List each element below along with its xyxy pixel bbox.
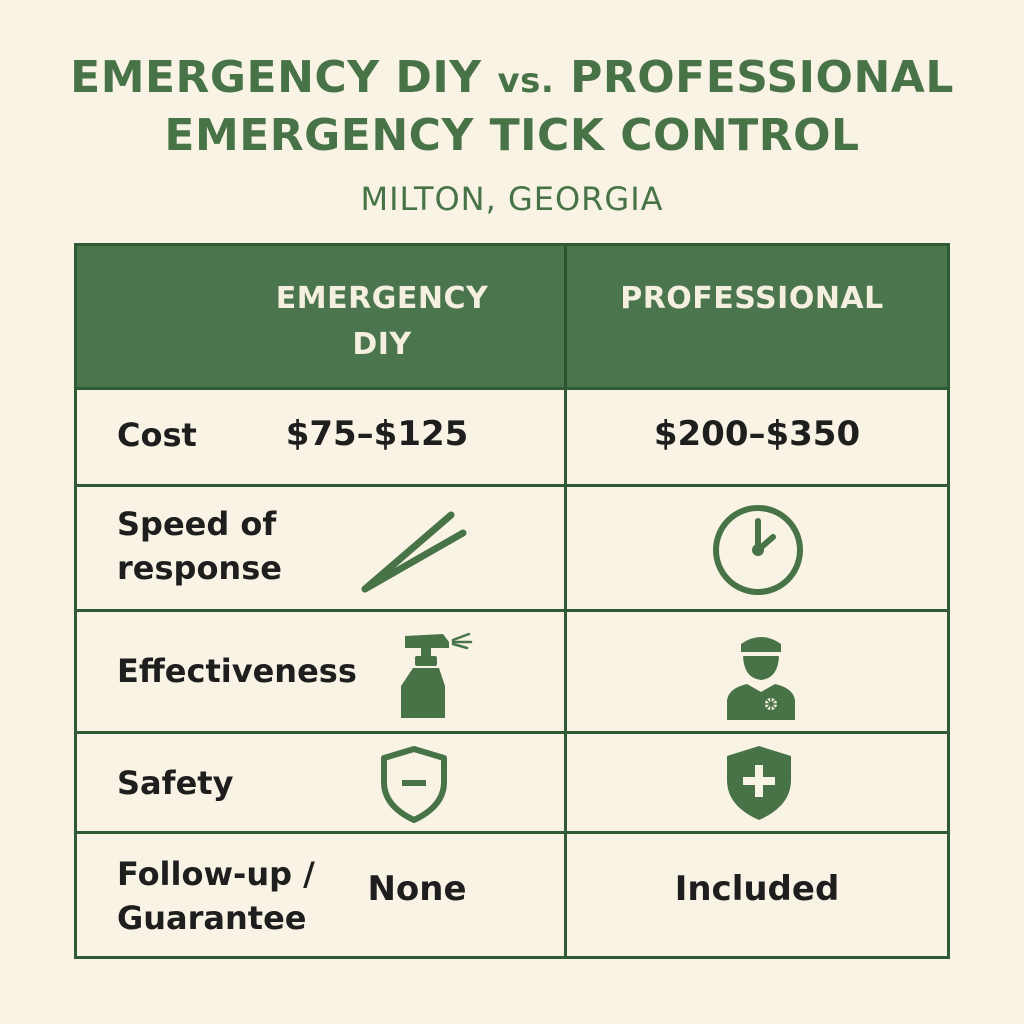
- tweezers-icon: [361, 511, 467, 593]
- table-row-speed: Speed of response: [77, 487, 947, 612]
- column-header-diy-line-1: EMERGENCY: [275, 281, 489, 316]
- shield-plus-icon: [727, 746, 791, 820]
- page-title: EMERGENCY DIY vs. PROFESSIONAL: [0, 52, 1024, 103]
- row-label-effectiveness: Effectiveness: [117, 652, 357, 690]
- column-header-diy-line-2: DIY: [352, 327, 412, 362]
- row-label-followup: Follow-up / Guarantee: [117, 852, 315, 940]
- row-divider: [564, 387, 567, 484]
- row-label-safety: Safety: [117, 764, 234, 802]
- row-label-followup-line-1: Follow-up /: [117, 855, 315, 893]
- column-header-professional: PROFESSIONAL: [620, 281, 884, 316]
- column-header-diy: EMERGENCY DIY: [257, 276, 507, 368]
- row-label-speed: Speed of response: [117, 502, 282, 590]
- row-label-followup-line-2: Guarantee: [117, 899, 307, 937]
- table-row-effectiveness: Effectiveness: [77, 612, 947, 734]
- row-divider: [564, 734, 567, 831]
- row-label-cost: Cost: [117, 416, 197, 454]
- row-divider: [564, 487, 567, 609]
- technician-icon: [727, 637, 795, 720]
- diy-cost-value: $75–$125: [285, 414, 469, 454]
- professional-followup-value: Included: [674, 869, 840, 909]
- title-part-2: PROFESSIONAL: [554, 52, 954, 103]
- row-divider: [564, 612, 567, 731]
- clock-icon: [713, 505, 803, 595]
- row-label-speed-line-1: Speed of: [117, 505, 277, 543]
- table-header: EMERGENCY DIY PROFESSIONAL: [77, 246, 947, 390]
- header-divider: [564, 246, 567, 387]
- table-row-followup: Follow-up / Guarantee None Included: [77, 834, 947, 956]
- row-divider: [564, 834, 567, 956]
- professional-cost-value: $200–$350: [653, 414, 861, 454]
- comparison-table: EMERGENCY DIY PROFESSIONAL Cost $75–$125…: [74, 243, 950, 959]
- title-vs: vs.: [497, 61, 555, 101]
- table-row-safety: Safety: [77, 734, 947, 834]
- diy-followup-value: None: [367, 869, 467, 909]
- page-title-line-2: EMERGENCY TICK CONTROL: [164, 110, 860, 161]
- shield-minus-icon: [381, 746, 447, 823]
- table-row-cost: Cost $75–$125 $200–$350: [77, 387, 947, 487]
- location-subtitle: MILTON, GEORGIA: [360, 180, 664, 218]
- title-part-1: EMERGENCY DIY: [70, 52, 498, 103]
- spray-bottle-icon: [401, 632, 473, 718]
- row-label-speed-line-2: response: [117, 549, 282, 587]
